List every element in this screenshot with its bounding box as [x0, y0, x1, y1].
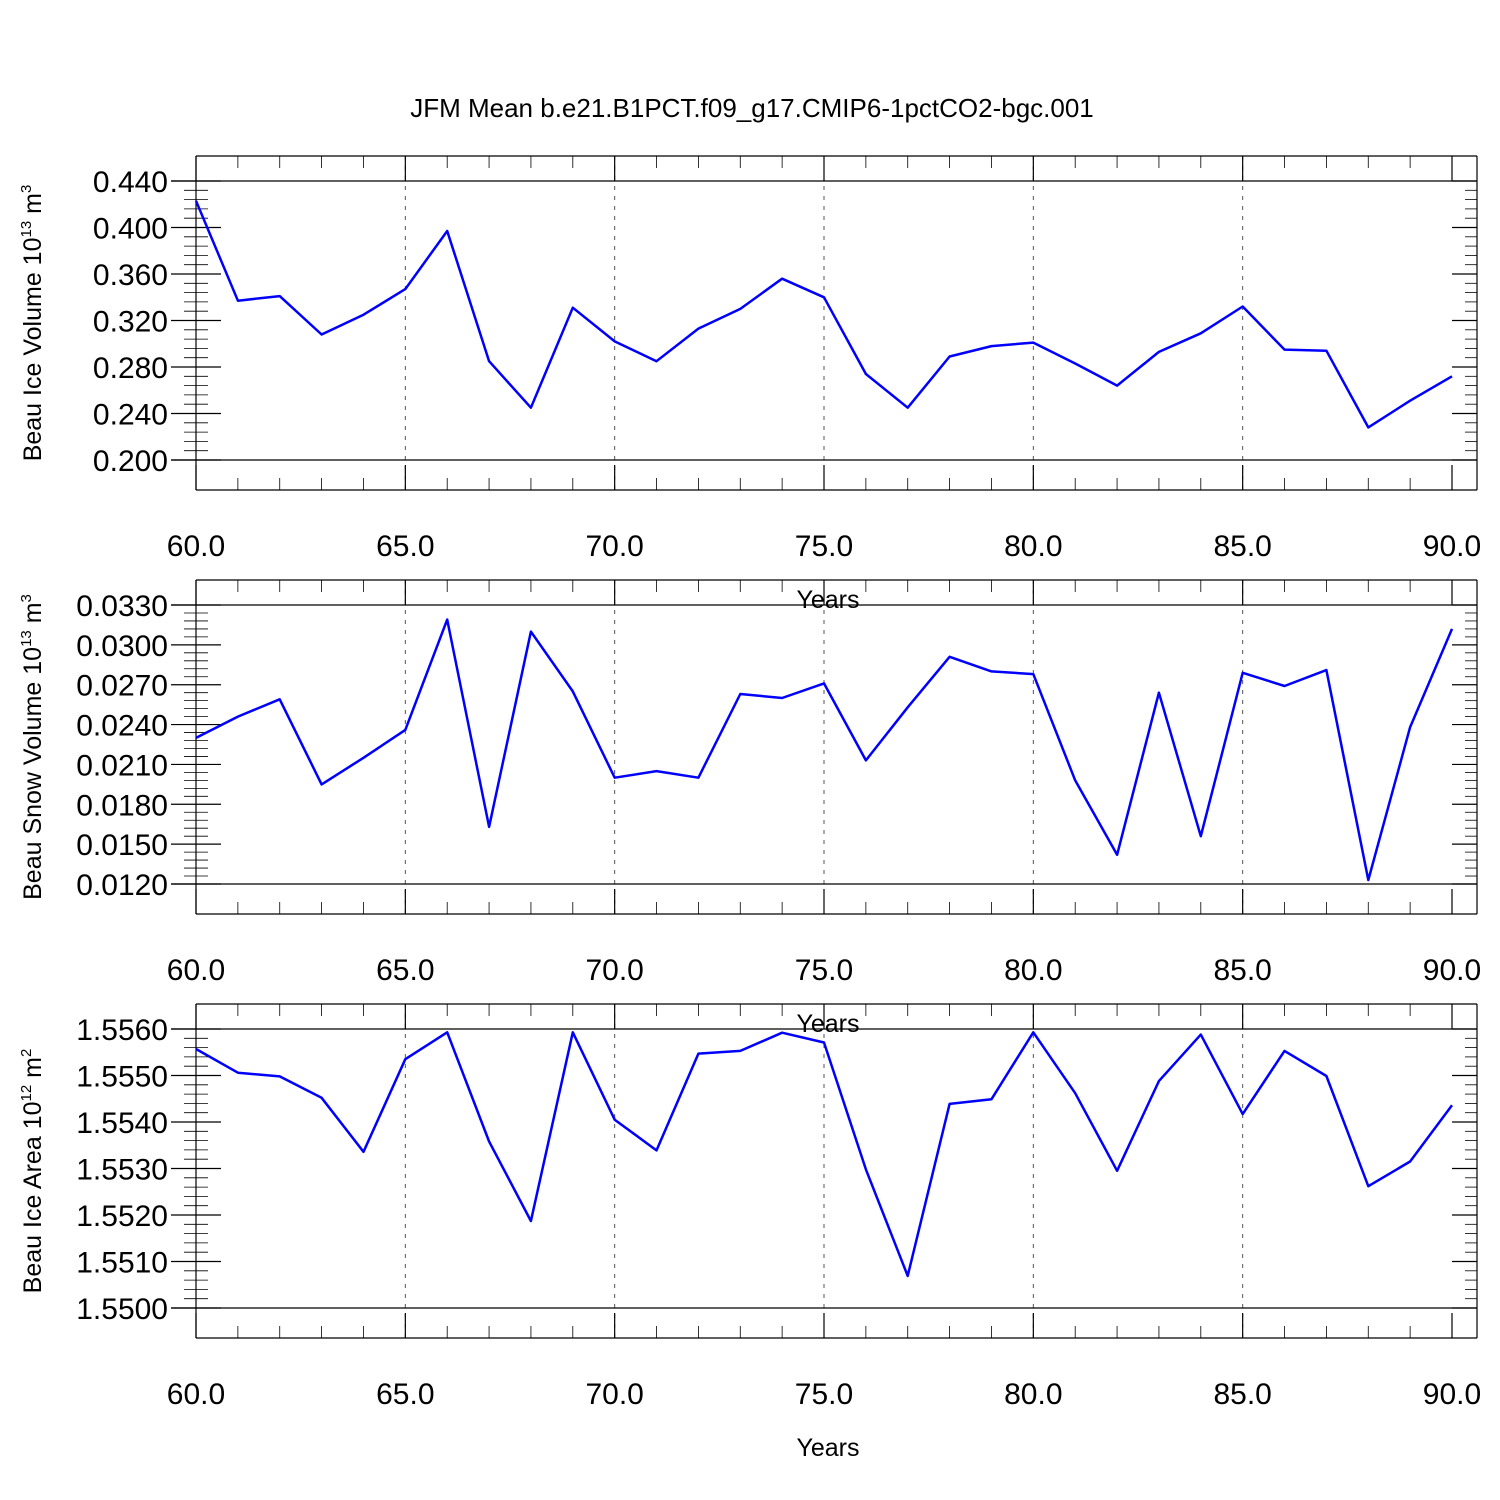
- y-tick-label: 0.240: [93, 399, 168, 432]
- x-tick-label: 75.0: [795, 1378, 853, 1411]
- y-tick-label: 1.5540: [76, 1107, 168, 1140]
- x-tick-label: 75.0: [795, 530, 853, 563]
- y-tick-label: 0.0120: [76, 869, 168, 902]
- chart-panels: 0.200 0.240 0.280 0.320 0.360 0.400 0.440 60.0 6…: [18, 155, 1481, 1462]
- y-tick-label: 0.280: [93, 352, 168, 385]
- y-tick-label: 0.0150: [76, 829, 168, 862]
- x-tick-label: 80.0: [1004, 530, 1062, 563]
- x-tick-label: 70.0: [585, 530, 643, 563]
- x-axis-label: Years: [796, 586, 859, 614]
- x-tick-label: 90.0: [1423, 954, 1481, 987]
- series-line: [195, 1031, 1454, 1278]
- x-tick-label: 70.0: [585, 1378, 643, 1411]
- y-tick-label: 0.0180: [76, 789, 168, 822]
- x-tick-label: 85.0: [1213, 954, 1271, 987]
- x-tick-label: 60.0: [167, 1378, 225, 1411]
- figure-title: JFM Mean b.e21.B1PCT.f09_g17.CMIP6-1pctC…: [410, 93, 1094, 123]
- x-tick-label: 65.0: [376, 530, 434, 563]
- chart-panel-3: 1.5500 1.5510 1.5520 1.5530 1.5540 1.5550 1.55…: [18, 1003, 1481, 1462]
- x-tick-label: 80.0: [1004, 954, 1062, 987]
- x-tick-label: 60.0: [167, 954, 225, 987]
- y-tick-label: 0.0210: [76, 749, 168, 782]
- y-tick-label: 0.0270: [76, 670, 168, 703]
- y-tick-label: 1.5550: [76, 1061, 168, 1094]
- x-tick-label: 60.0: [167, 530, 225, 563]
- y-tick-label: 1.5500: [76, 1293, 168, 1326]
- x-tick-label: 85.0: [1213, 530, 1271, 563]
- y-tick-label: 0.200: [93, 445, 168, 478]
- x-tick-label: 90.0: [1423, 1378, 1481, 1411]
- series-line: [195, 618, 1454, 882]
- y-tick-label: 1.5520: [76, 1200, 168, 1233]
- y-tick-label: 0.360: [93, 259, 168, 292]
- x-tick-label: 65.0: [376, 1378, 434, 1411]
- y-tick-label: 0.0240: [76, 710, 168, 743]
- y-tick-label: 0.400: [93, 213, 168, 246]
- x-tick-label: 80.0: [1004, 1378, 1062, 1411]
- y-tick-label: 1.5560: [76, 1014, 168, 1047]
- x-tick-label: 90.0: [1423, 530, 1481, 563]
- y-tick-label: 1.5510: [76, 1247, 168, 1280]
- y-tick-label: 0.440: [93, 166, 168, 199]
- x-tick-label: 70.0: [585, 954, 643, 987]
- chart-panel-1: 0.200 0.240 0.280 0.320 0.360 0.400 0.440 60.0 6…: [18, 155, 1481, 614]
- x-axis-label: Years: [796, 1434, 859, 1462]
- y-axis-label: Beau Ice Area 1012 m2: [18, 1049, 47, 1294]
- y-axis-label: Beau Snow Volume 1013 m3: [18, 594, 47, 900]
- chart-panel-2: 0.0120 0.0150 0.0180 0.0210 0.0240 0.0270 0.03…: [18, 579, 1481, 1038]
- y-axis-label: Beau Ice Volume 1013 m3: [18, 185, 47, 462]
- series-line: [194, 200, 1453, 429]
- x-axis-label: Years: [796, 1010, 859, 1038]
- y-tick-label: 1.5530: [76, 1154, 168, 1187]
- y-tick-label: 0.0330: [76, 590, 168, 623]
- y-tick-label: 0.320: [93, 306, 168, 339]
- x-tick-label: 75.0: [795, 954, 853, 987]
- x-tick-label: 65.0: [376, 954, 434, 987]
- x-tick-label: 85.0: [1213, 1378, 1271, 1411]
- y-tick-label: 0.0300: [76, 630, 168, 663]
